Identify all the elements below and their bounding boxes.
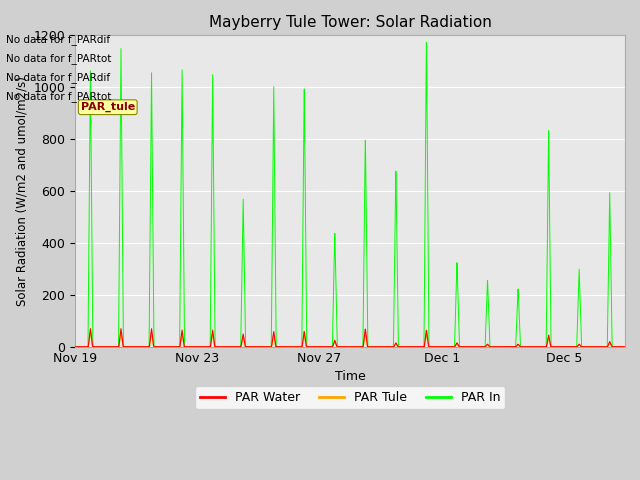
Text: No data for f_PARtot: No data for f_PARtot xyxy=(6,91,112,102)
Legend: PAR Water, PAR Tule, PAR In: PAR Water, PAR Tule, PAR In xyxy=(195,386,505,409)
Text: PAR_tule: PAR_tule xyxy=(81,102,135,112)
Title: Mayberry Tule Tower: Solar Radiation: Mayberry Tule Tower: Solar Radiation xyxy=(209,15,492,30)
Text: No data for f_PARdif: No data for f_PARdif xyxy=(6,72,111,83)
Text: No data for f_PARdif: No data for f_PARdif xyxy=(6,34,111,45)
Text: No data for f_PARtot: No data for f_PARtot xyxy=(6,53,112,64)
X-axis label: Time: Time xyxy=(335,370,365,383)
Y-axis label: Solar Radiation (W/m2 and umol/m2/s): Solar Radiation (W/m2 and umol/m2/s) xyxy=(15,76,28,306)
